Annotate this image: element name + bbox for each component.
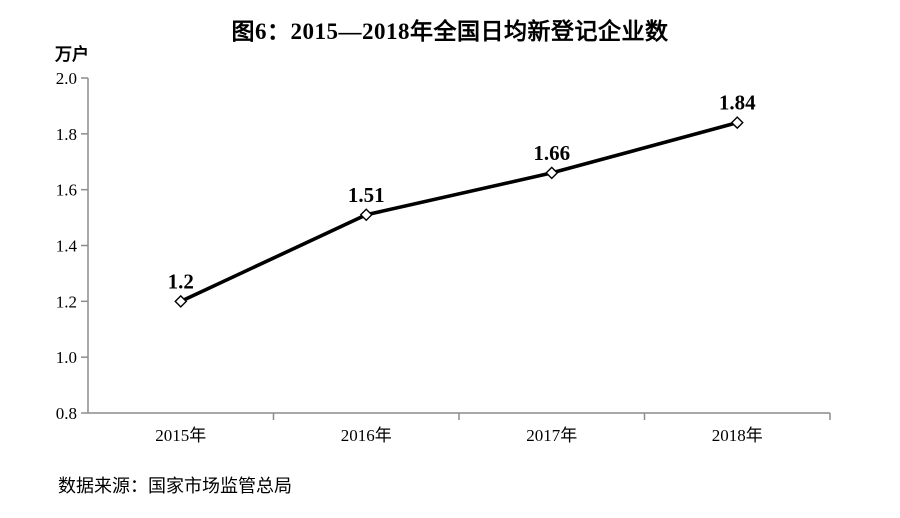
data-point-marker [174,294,188,308]
y-tick-label: 1.0 [56,348,77,367]
y-axis-unit-label: 万户 [54,45,89,64]
series-line [178,120,740,304]
chart-title: 图6：2015—2018年全国日均新登记企业数 [231,19,669,44]
x-tick-label: 2017年 [526,426,577,445]
data-point-marker [730,116,744,130]
y-tick-label: 1.6 [56,181,77,200]
y-tick-label: 2.0 [56,69,77,88]
x-tick-label: 2016年 [341,426,392,445]
y-tick-label: 1.4 [56,237,78,256]
data-point-marker [545,166,559,180]
y-tick-label: 1.2 [56,292,77,311]
data-point-marker [359,208,373,222]
x-tick-label: 2015年 [155,426,206,445]
y-tick-label: 0.8 [56,404,77,423]
y-tick-label: 1.8 [56,125,77,144]
x-tick-label: 2018年 [712,426,763,445]
data-source-note: 数据来源：国家市场监管总局 [58,476,292,496]
line-chart-canvas: 万户 2.0 1.8 1.6 1.4 1.2 1.0 0.8 2015年 2016年 2017年 20… [54,45,831,445]
data-point-label: 1.51 [348,183,385,207]
data-point-label: 1.84 [719,91,756,115]
data-point-label: 1.66 [533,141,570,165]
data-point-label: 1.2 [168,269,194,293]
